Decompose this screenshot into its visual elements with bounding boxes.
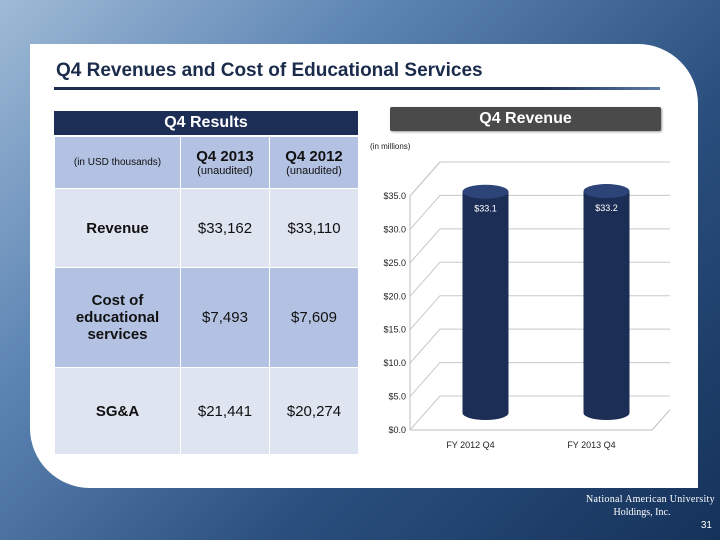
gridline	[410, 162, 670, 196]
bar	[584, 191, 630, 420]
table-cell: $7,493	[181, 268, 270, 368]
row-label: Revenue	[55, 189, 181, 268]
company-logo: National American University Holdings, I…	[586, 493, 698, 519]
column-sublabel: (unaudited)	[181, 165, 269, 177]
y-tick-label: $15.0	[383, 325, 406, 335]
gridline	[410, 329, 670, 363]
bar	[463, 192, 509, 420]
bar-top	[463, 185, 509, 199]
column-header-q4-2013: Q4 2013 (unaudited)	[181, 137, 270, 189]
table-row-cost-of-educational-services: Cost of educational services $7,493 $7,6…	[55, 268, 359, 368]
y-tick-label: $5.0	[388, 392, 406, 402]
gridline	[410, 195, 670, 229]
chart-floor-edge	[410, 396, 670, 430]
gridline	[410, 363, 670, 397]
x-tick-label: FY 2012 Q4	[446, 440, 494, 450]
revenue-header: Q4 Revenue	[390, 107, 661, 131]
logo-text-line1: National American University	[586, 493, 698, 506]
column-label: Q4 2013	[181, 148, 269, 165]
y-tick-label: $20.0	[383, 291, 406, 301]
gridline	[410, 296, 670, 330]
table-row-revenue: Revenue $33,162 $33,110	[55, 189, 359, 268]
logo-text-line2: Holdings, Inc.	[586, 506, 698, 519]
results-table: (in USD thousands) Q4 2013 (unaudited) Q…	[54, 136, 359, 455]
title-underline	[54, 87, 660, 90]
page-number: 31	[701, 520, 712, 531]
column-label: Q4 2012	[270, 148, 358, 165]
table-cell: $20,274	[270, 368, 359, 455]
chart-units-label: (in millions)	[370, 142, 410, 151]
units-cell: (in USD thousands)	[55, 137, 181, 189]
y-tick-label: $0.0	[388, 425, 406, 435]
y-tick-label: $35.0	[383, 191, 406, 201]
table-cell: $33,110	[270, 189, 359, 268]
bar-top	[584, 184, 630, 198]
gridline	[410, 262, 670, 296]
bar-data-label: $33.2	[595, 203, 618, 213]
x-tick-label: FY 2013 Q4	[567, 440, 615, 450]
row-label: SG&A	[55, 368, 181, 455]
y-tick-label: $25.0	[383, 258, 406, 268]
y-tick-label: $10.0	[383, 358, 406, 368]
revenue-bar-chart: $0.0 $5.0 $10.0 $15.0 $20.0 $25.0 $30.0 $35.0 $3…	[360, 160, 670, 460]
column-sublabel: (unaudited)	[270, 165, 358, 177]
table-cell: $33,162	[181, 189, 270, 268]
table-cell: $7,609	[270, 268, 359, 368]
table-cell: $21,441	[181, 368, 270, 455]
column-header-q4-2012: Q4 2012 (unaudited)	[270, 137, 359, 189]
results-header: Q4 Results	[54, 111, 358, 135]
row-label: Cost of educational services	[55, 268, 181, 368]
table-header-row: (in USD thousands) Q4 2013 (unaudited) Q…	[55, 137, 359, 189]
gridline	[410, 396, 670, 430]
table-row-sga: SG&A $21,441 $20,274	[55, 368, 359, 455]
y-tick-label: $30.0	[383, 224, 406, 234]
bar-data-label: $33.1	[474, 204, 497, 214]
slide-title: Q4 Revenues and Cost of Educational Serv…	[56, 60, 483, 82]
gridline	[410, 229, 670, 263]
